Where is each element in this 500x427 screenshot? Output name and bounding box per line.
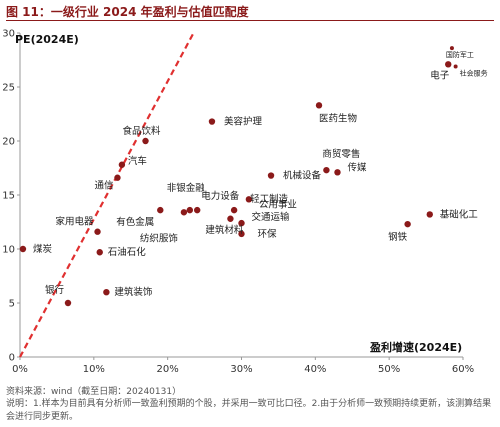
data-point: [118, 161, 126, 168]
point-label: 建筑装饰: [114, 286, 152, 298]
data-point: [449, 46, 454, 51]
data-points: [19, 46, 458, 307]
data-point: [157, 206, 164, 214]
point-label: 交通运输: [252, 211, 291, 223]
data-point: [96, 249, 103, 256]
point-label: 建筑材料: [205, 224, 244, 236]
y-tick-label: 10: [2, 245, 15, 256]
data-point: [445, 61, 452, 68]
y-tick-label: 15: [2, 191, 15, 202]
y-tick-label: 5: [9, 299, 15, 310]
data-point: [404, 220, 411, 228]
data-point: [142, 137, 149, 145]
point-label: 汽车: [128, 155, 147, 167]
x-tick-label: 60%: [452, 364, 474, 375]
data-point: [94, 228, 101, 235]
data-point: [194, 206, 201, 214]
reference-line: [19, 32, 195, 358]
point-label: 社会服务: [460, 68, 488, 77]
data-point: [186, 206, 194, 214]
data-point: [64, 299, 72, 307]
point-label: 煤炭: [33, 243, 53, 255]
x-tick-label: 40%: [304, 364, 326, 375]
y-tick-label: 20: [2, 137, 15, 148]
data-point: [245, 196, 253, 203]
source-note: 资料来源：wind（截至日期：20240131）: [6, 387, 182, 397]
data-point: [103, 289, 110, 296]
data-point: [453, 64, 458, 69]
data-point: [114, 174, 121, 181]
x-tick-label: 0%: [12, 364, 28, 375]
point-label: 钢铁: [388, 231, 408, 243]
y-tick-label: 30: [2, 29, 15, 40]
point-label: 通信: [94, 180, 113, 192]
data-point: [334, 169, 341, 176]
point-label: 纺织服饰: [140, 232, 178, 244]
point-label: 食品饮料: [123, 125, 162, 137]
point-label: 轻工制造: [250, 193, 289, 205]
point-label: 石油石化: [108, 246, 147, 258]
point-label: 医药生物: [319, 112, 358, 124]
data-point: [238, 230, 245, 238]
reference-line-group: [19, 32, 195, 358]
x-tick-label: 30%: [230, 364, 252, 375]
x-tick-label: 20%: [157, 364, 179, 375]
point-label: 有色金属: [116, 216, 154, 228]
data-point: [315, 102, 323, 109]
point-label: 国防军工: [446, 50, 474, 59]
figure-title: 图 11：一级行业 2024 年盈利与估值匹配度: [6, 5, 249, 19]
point-label: 美容护理: [224, 116, 263, 128]
y-tick-label: 0: [9, 353, 15, 364]
y-axis-title: PE(2024E): [15, 33, 79, 46]
x-tick-label: 10%: [83, 364, 105, 375]
data-point: [227, 215, 234, 222]
point-label: 环保: [258, 228, 278, 240]
data-point: [230, 206, 238, 214]
footnote: 说明：1.样本为目前具有分析师一致盈利预期的个股，并采用一致可比口径。2.由于分…: [6, 399, 492, 422]
data-point: [238, 219, 245, 227]
point-label: 机械设备: [283, 170, 322, 182]
data-point: [180, 209, 188, 216]
data-point: [19, 245, 27, 253]
point-label: 基础化工: [440, 208, 479, 220]
point-label: 家用电器: [56, 216, 95, 228]
x-axis-title: 盈利增速(2024E): [369, 340, 462, 354]
point-label: 非银金融: [167, 182, 206, 194]
point-label: 电子: [430, 69, 450, 81]
data-point: [426, 211, 433, 218]
x-tick-label: 50%: [378, 364, 400, 375]
point-label: 商贸零售: [322, 148, 360, 160]
data-point: [267, 172, 275, 179]
data-point: [208, 118, 216, 125]
point-label: 传媒: [347, 161, 367, 173]
axes: 0 5 10 15 20 25 30 0% 10% 20% 30% 40% 50% 60%: [2, 29, 474, 376]
point-label: 电力设备: [201, 190, 240, 202]
title-rule: [6, 20, 494, 21]
point-label: 公用事业: [259, 198, 297, 210]
data-point: [323, 166, 330, 174]
point-label: 银行: [45, 284, 65, 296]
y-tick-label: 25: [2, 83, 15, 94]
